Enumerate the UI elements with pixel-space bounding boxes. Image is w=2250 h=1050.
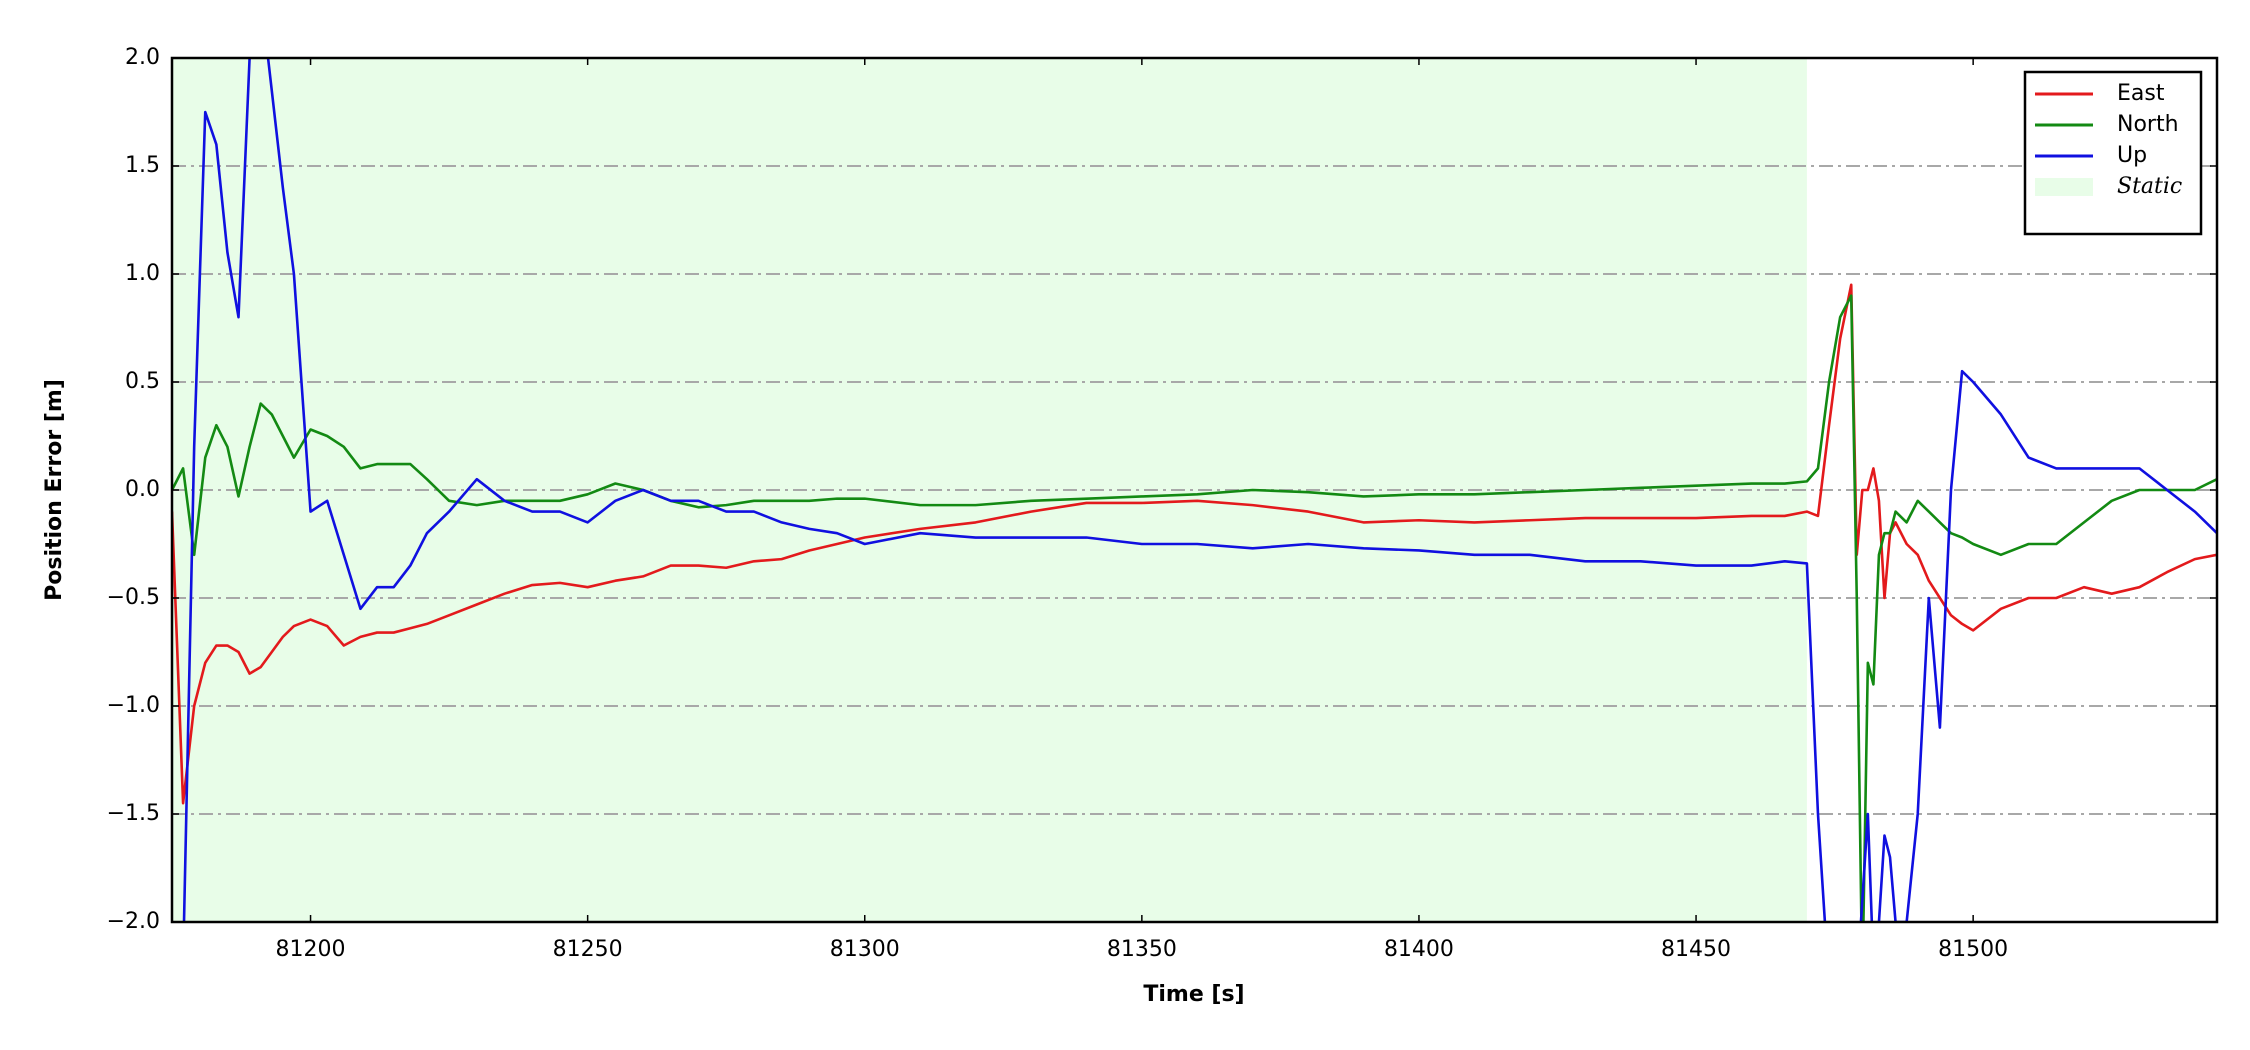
x-tick-label: 81200 [276,937,346,962]
x-tick-label: 81350 [1107,937,1177,962]
legend-label: East [2117,81,2165,106]
series-line [182,58,2217,922]
x-tick-label: 81500 [1938,937,2008,962]
legend-label: Up [2117,143,2147,168]
plot-frame [170,56,2219,924]
x-tick-label: 81250 [553,937,623,962]
x-tick-label: 81300 [830,937,900,962]
series-line [172,294,2217,922]
legend-box [2023,70,2203,236]
y-tick-label: 1.0 [125,261,160,286]
y-tick-label: −1.5 [107,801,160,826]
series-line [172,283,2217,805]
plot-area [172,58,2217,922]
y-axis-label: Position Error [m] [42,379,67,601]
y-tick-label: −2.0 [107,909,160,934]
y-tick-label: 0.5 [125,369,160,394]
y-tick-label: 1.5 [125,153,160,178]
x-axis-label: Time [s] [1143,982,1244,1007]
y-tick-label: −1.0 [107,693,160,718]
y-tick-label: −0.5 [107,585,160,610]
y-tick-label: 0.0 [125,477,160,502]
y-tick-label: 2.0 [125,45,160,70]
x-tick-label: 81450 [1661,937,1731,962]
legend-swatch [2035,178,2093,196]
legend-label: Static [2117,174,2182,199]
x-tick-label: 81400 [1384,937,1454,962]
legend-label: North [2117,112,2179,137]
